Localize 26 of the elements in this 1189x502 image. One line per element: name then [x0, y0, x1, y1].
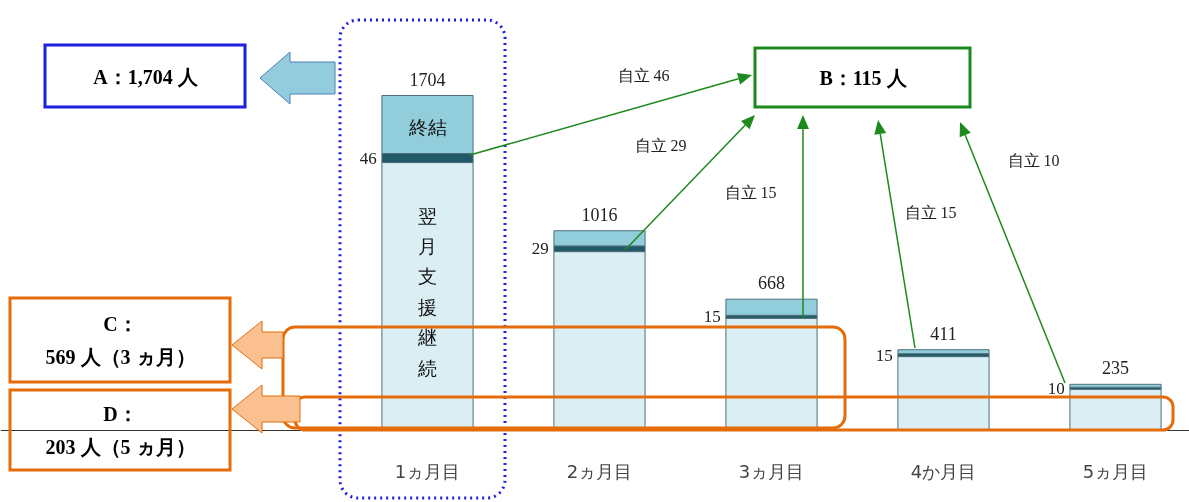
annotation: 自立 15 — [724, 184, 777, 201]
data-label: 29 — [531, 239, 549, 259]
x-tick-label: 2ヵ月目 — [566, 460, 633, 482]
annotation: 翌月支援継続 — [417, 205, 437, 379]
text: A：1,704 人 — [93, 65, 199, 88]
total-label: 411 — [930, 323, 957, 344]
total-label: 1016 — [581, 204, 618, 225]
data-label: 46 — [359, 148, 377, 168]
text: C： 569 人（3 ヵ月） — [45, 313, 196, 368]
total-label: 668 — [758, 273, 785, 294]
text: B：115 人 — [819, 67, 908, 89]
data-label: 15 — [703, 307, 721, 327]
total-label: 235 — [1102, 358, 1129, 379]
x-tick-label: 5ヵ月目 — [1082, 460, 1149, 482]
total-label: 1704 — [409, 69, 446, 90]
x-tick-label: 1ヵ月目 — [394, 460, 461, 482]
text: D： 203 人（5 ヵ月） — [45, 403, 196, 458]
x-tick-label: 3ヵ月目 — [738, 460, 805, 482]
annotation: 終結 — [407, 117, 447, 138]
data-label: 10 — [1047, 378, 1065, 398]
data-label: 15 — [875, 345, 893, 365]
annotation: 自立 10 — [1007, 152, 1060, 169]
annotation: 自立 29 — [634, 137, 687, 154]
x-tick-label: 4か月目 — [910, 460, 977, 482]
annotation: 自立 15 — [904, 204, 957, 221]
text: 自立 46 — [617, 67, 670, 84]
